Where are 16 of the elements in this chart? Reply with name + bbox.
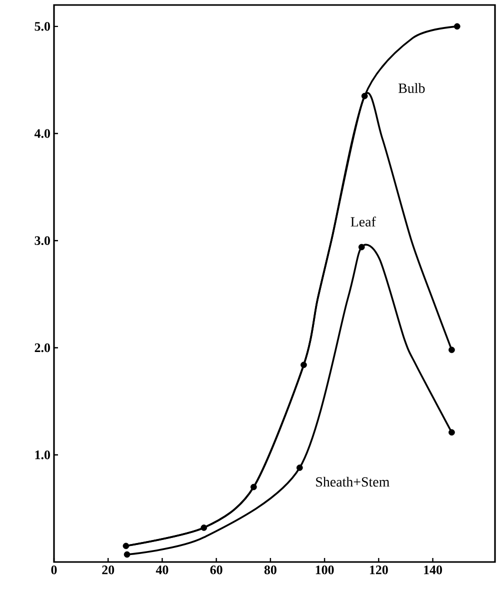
series-label: Bulb bbox=[398, 83, 425, 93]
series-label: Leaf bbox=[350, 216, 376, 227]
x-tick-label: 0 bbox=[51, 566, 57, 574]
y-tick-label: 2.0 bbox=[34, 343, 50, 352]
x-tick-label: 60 bbox=[210, 566, 222, 574]
x-tick-label: 80 bbox=[264, 566, 276, 574]
x-tick-label: 100 bbox=[316, 566, 334, 574]
x-tick-label: 140 bbox=[424, 566, 442, 574]
y-tick-label: 3.0 bbox=[34, 236, 50, 246]
x-tick-label: 20 bbox=[102, 566, 114, 574]
y-tick-label: 4.0 bbox=[34, 129, 50, 138]
series-label: Sheath+Stem bbox=[316, 476, 390, 487]
y-tick-label: 5.0 bbox=[34, 22, 50, 31]
x-tick-label: 120 bbox=[370, 566, 388, 574]
y-tick-label: 1.0 bbox=[35, 450, 50, 460]
x-tick-label: 40 bbox=[156, 566, 168, 574]
